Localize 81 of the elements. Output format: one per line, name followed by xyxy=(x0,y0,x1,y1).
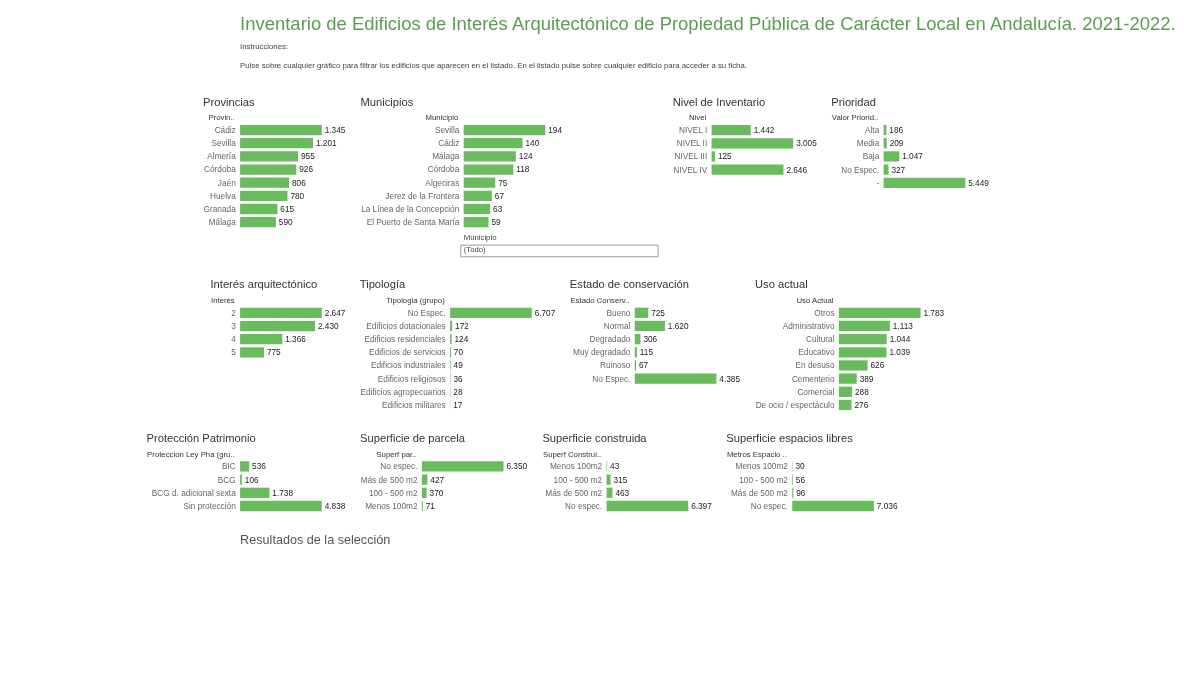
y-axis-title: Valor Priorid.. xyxy=(831,113,879,123)
y-axis-title: Estado Conserv.. xyxy=(570,295,630,305)
bar xyxy=(240,487,270,498)
bar xyxy=(711,151,715,162)
bar xyxy=(838,360,868,371)
bar xyxy=(711,138,794,149)
bar xyxy=(711,164,784,175)
bar xyxy=(606,474,611,485)
text: Resultados de la selección xyxy=(240,532,391,547)
bar xyxy=(838,373,857,384)
chart-title: Tipología xyxy=(359,278,407,291)
chart-title: Superficie de parcela xyxy=(360,431,466,444)
bar xyxy=(792,500,874,512)
y-axis-title: Provin.. xyxy=(208,113,235,123)
bar xyxy=(634,307,649,318)
chart-title: Interés arquitectónico xyxy=(210,278,318,291)
bar xyxy=(240,124,322,136)
y-axis-title: Metros Espacio .. xyxy=(726,449,787,459)
bar xyxy=(240,177,290,188)
bar xyxy=(838,386,853,397)
bar xyxy=(240,347,265,358)
chart-title: Nivel de Inventario xyxy=(672,95,766,108)
chart-title: Superficie espacios libres xyxy=(726,431,854,444)
bar xyxy=(838,399,852,411)
bar xyxy=(606,500,689,512)
bar xyxy=(634,347,637,358)
bar xyxy=(463,151,516,162)
bar xyxy=(421,474,428,485)
bar xyxy=(838,320,890,332)
bar xyxy=(421,487,427,498)
bar xyxy=(240,190,288,201)
text: Instrucciones: xyxy=(240,42,289,52)
y-axis-title: Superf Construi.. xyxy=(542,449,602,459)
bar xyxy=(838,307,921,318)
bar xyxy=(240,151,299,162)
y-axis-title: Proteccion Ley Pha (gru.. xyxy=(147,449,235,459)
bar xyxy=(463,177,496,188)
bar xyxy=(711,124,751,136)
chart-title: Provincias xyxy=(203,95,255,108)
bar xyxy=(838,347,887,358)
bar xyxy=(240,500,322,512)
y-axis-title: Superf par.. xyxy=(376,449,417,459)
bar xyxy=(240,164,297,175)
bar xyxy=(883,164,889,175)
bar xyxy=(883,177,966,188)
bar xyxy=(450,307,532,318)
bar xyxy=(634,373,717,384)
bar xyxy=(838,334,887,345)
bar xyxy=(883,151,900,162)
y-axis-title: Tipologia (grupo) xyxy=(386,295,446,305)
bar xyxy=(463,138,523,149)
y-axis-title: Nivel xyxy=(688,113,707,123)
bar xyxy=(634,320,665,332)
text: Municipio xyxy=(463,233,497,243)
y-axis-title: Interés xyxy=(211,295,235,305)
bar xyxy=(421,461,504,472)
bar xyxy=(883,138,887,149)
bar xyxy=(240,307,322,318)
bar xyxy=(240,461,250,472)
text: (Todo) xyxy=(463,244,487,254)
bar xyxy=(463,124,546,136)
bar xyxy=(463,164,514,175)
y-axis-title: Municipio xyxy=(425,113,459,123)
chart-title: Superficie construida xyxy=(542,431,648,444)
bar xyxy=(463,190,492,201)
bar xyxy=(240,320,316,332)
chart-title: Uso actual xyxy=(755,278,808,291)
bar xyxy=(463,203,491,215)
chart-title: Estado de conservación xyxy=(569,278,689,291)
chart-title: Municipios xyxy=(360,95,414,108)
text: Inventario de Edificios de Interés Arquitectónico de Propiedad Pública de Carácter Local en Andalucía. 2021-2022. xyxy=(240,13,1176,35)
bar xyxy=(240,334,283,345)
text: Pulse sobre cualquier gráfico para filtrar los edificios que aparecen en el listado. En el listado pulse sobre cualquier edificio para acceder a su ficha. xyxy=(240,60,747,70)
bar xyxy=(240,203,278,215)
bar xyxy=(240,138,314,149)
y-axis-title: Uso Actual xyxy=(796,295,834,305)
chart-title: Prioridad xyxy=(831,95,876,108)
bar xyxy=(463,217,489,228)
bar xyxy=(450,320,453,332)
chart-title: Protección Patrimonio xyxy=(146,431,256,444)
bar xyxy=(240,217,276,228)
